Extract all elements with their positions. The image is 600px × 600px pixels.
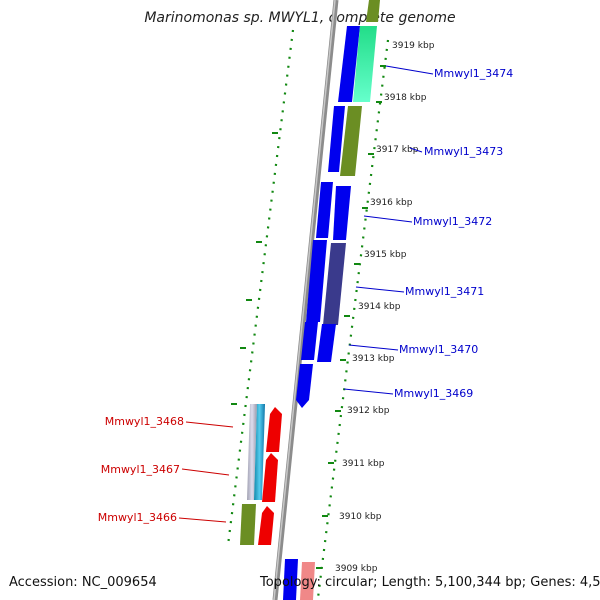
topology-text: Topology: circular; Length: 5,100,344 bp… [260,575,600,590]
gc-content-dotted-track-right [316,39,390,599]
tick-label: 3917 kbp [376,145,419,155]
gc-skew-dashes [231,65,386,569]
cds-forward-olive-top [366,0,380,22]
cds-reverse-olive [240,504,256,545]
cds-reverse-cyan [254,404,265,500]
forward-cds-track[interactable] [283,0,380,600]
cds-reverse-grey [247,404,257,500]
tick-label: 3909 kbp [335,564,378,574]
cds-forward-mint [353,26,377,102]
cds-forward-bottom [283,559,298,600]
tick-label: 3918 kbp [384,93,427,103]
gene-label-forward: Mmwyl1_3474 [434,67,513,80]
forward-gene-leaders [343,65,434,395]
reverse-gene-labels[interactable]: Mmwyl1_3468 Mmwyl1_3467 Mmwyl1_3466 [98,415,184,524]
tick-label: 3913 kbp [352,354,395,364]
accession-text: Accession: NC_009654 [9,575,157,590]
cds-reverse-2 [262,453,278,502]
gene-label-reverse: Mmwyl1_3468 [105,415,184,428]
cds-forward-1 [338,26,360,102]
gene-label-forward: Mmwyl1_3473 [424,145,503,158]
tick-label: 3911 kbp [342,459,385,469]
cds-forward-3 [316,182,333,238]
sequence-backbone [272,0,339,600]
tick-label: 3912 kbp [347,406,390,416]
gene-label-reverse: Mmwyl1_3466 [98,511,177,524]
gene-label-forward: Mmwyl1_3472 [413,215,492,228]
cds-forward-2 [328,106,345,172]
cds-forward-7 [317,324,336,362]
tick-label: 3914 kbp [358,302,401,312]
tick-label: 3915 kbp [364,250,407,260]
tick-label: 3919 kbp [392,41,435,51]
forward-gene-labels[interactable]: Mmwyl1_3474 Mmwyl1_3473 Mmwyl1_3472 Mmwy… [394,67,513,400]
reverse-cds-track[interactable] [240,404,282,545]
gc-content-dotted-track-left [226,29,295,546]
cds-forward-5 [306,240,327,322]
cds-forward-olive [340,106,362,176]
gene-label-forward: Mmwyl1_3471 [405,285,484,298]
cds-reverse-3 [258,506,274,545]
cds-forward-4 [333,186,351,240]
cds-forward-slate [323,243,346,325]
cds-forward-8 [296,364,313,408]
gene-label-forward: Mmwyl1_3469 [394,387,473,400]
gene-label-forward: Mmwyl1_3470 [399,343,478,356]
tick-label: 3916 kbp [370,198,413,208]
tick-label: 3910 kbp [339,512,382,522]
gene-label-reverse: Mmwyl1_3467 [101,463,180,476]
cds-forward-6 [301,322,318,360]
cds-reverse-1 [266,407,282,452]
cds-forward-pink [300,562,315,600]
reverse-gene-leaders [178,421,234,523]
kbp-scale-labels: 3919 kbp 3918 kbp 3917 kbp 3916 kbp 3915… [335,41,435,574]
